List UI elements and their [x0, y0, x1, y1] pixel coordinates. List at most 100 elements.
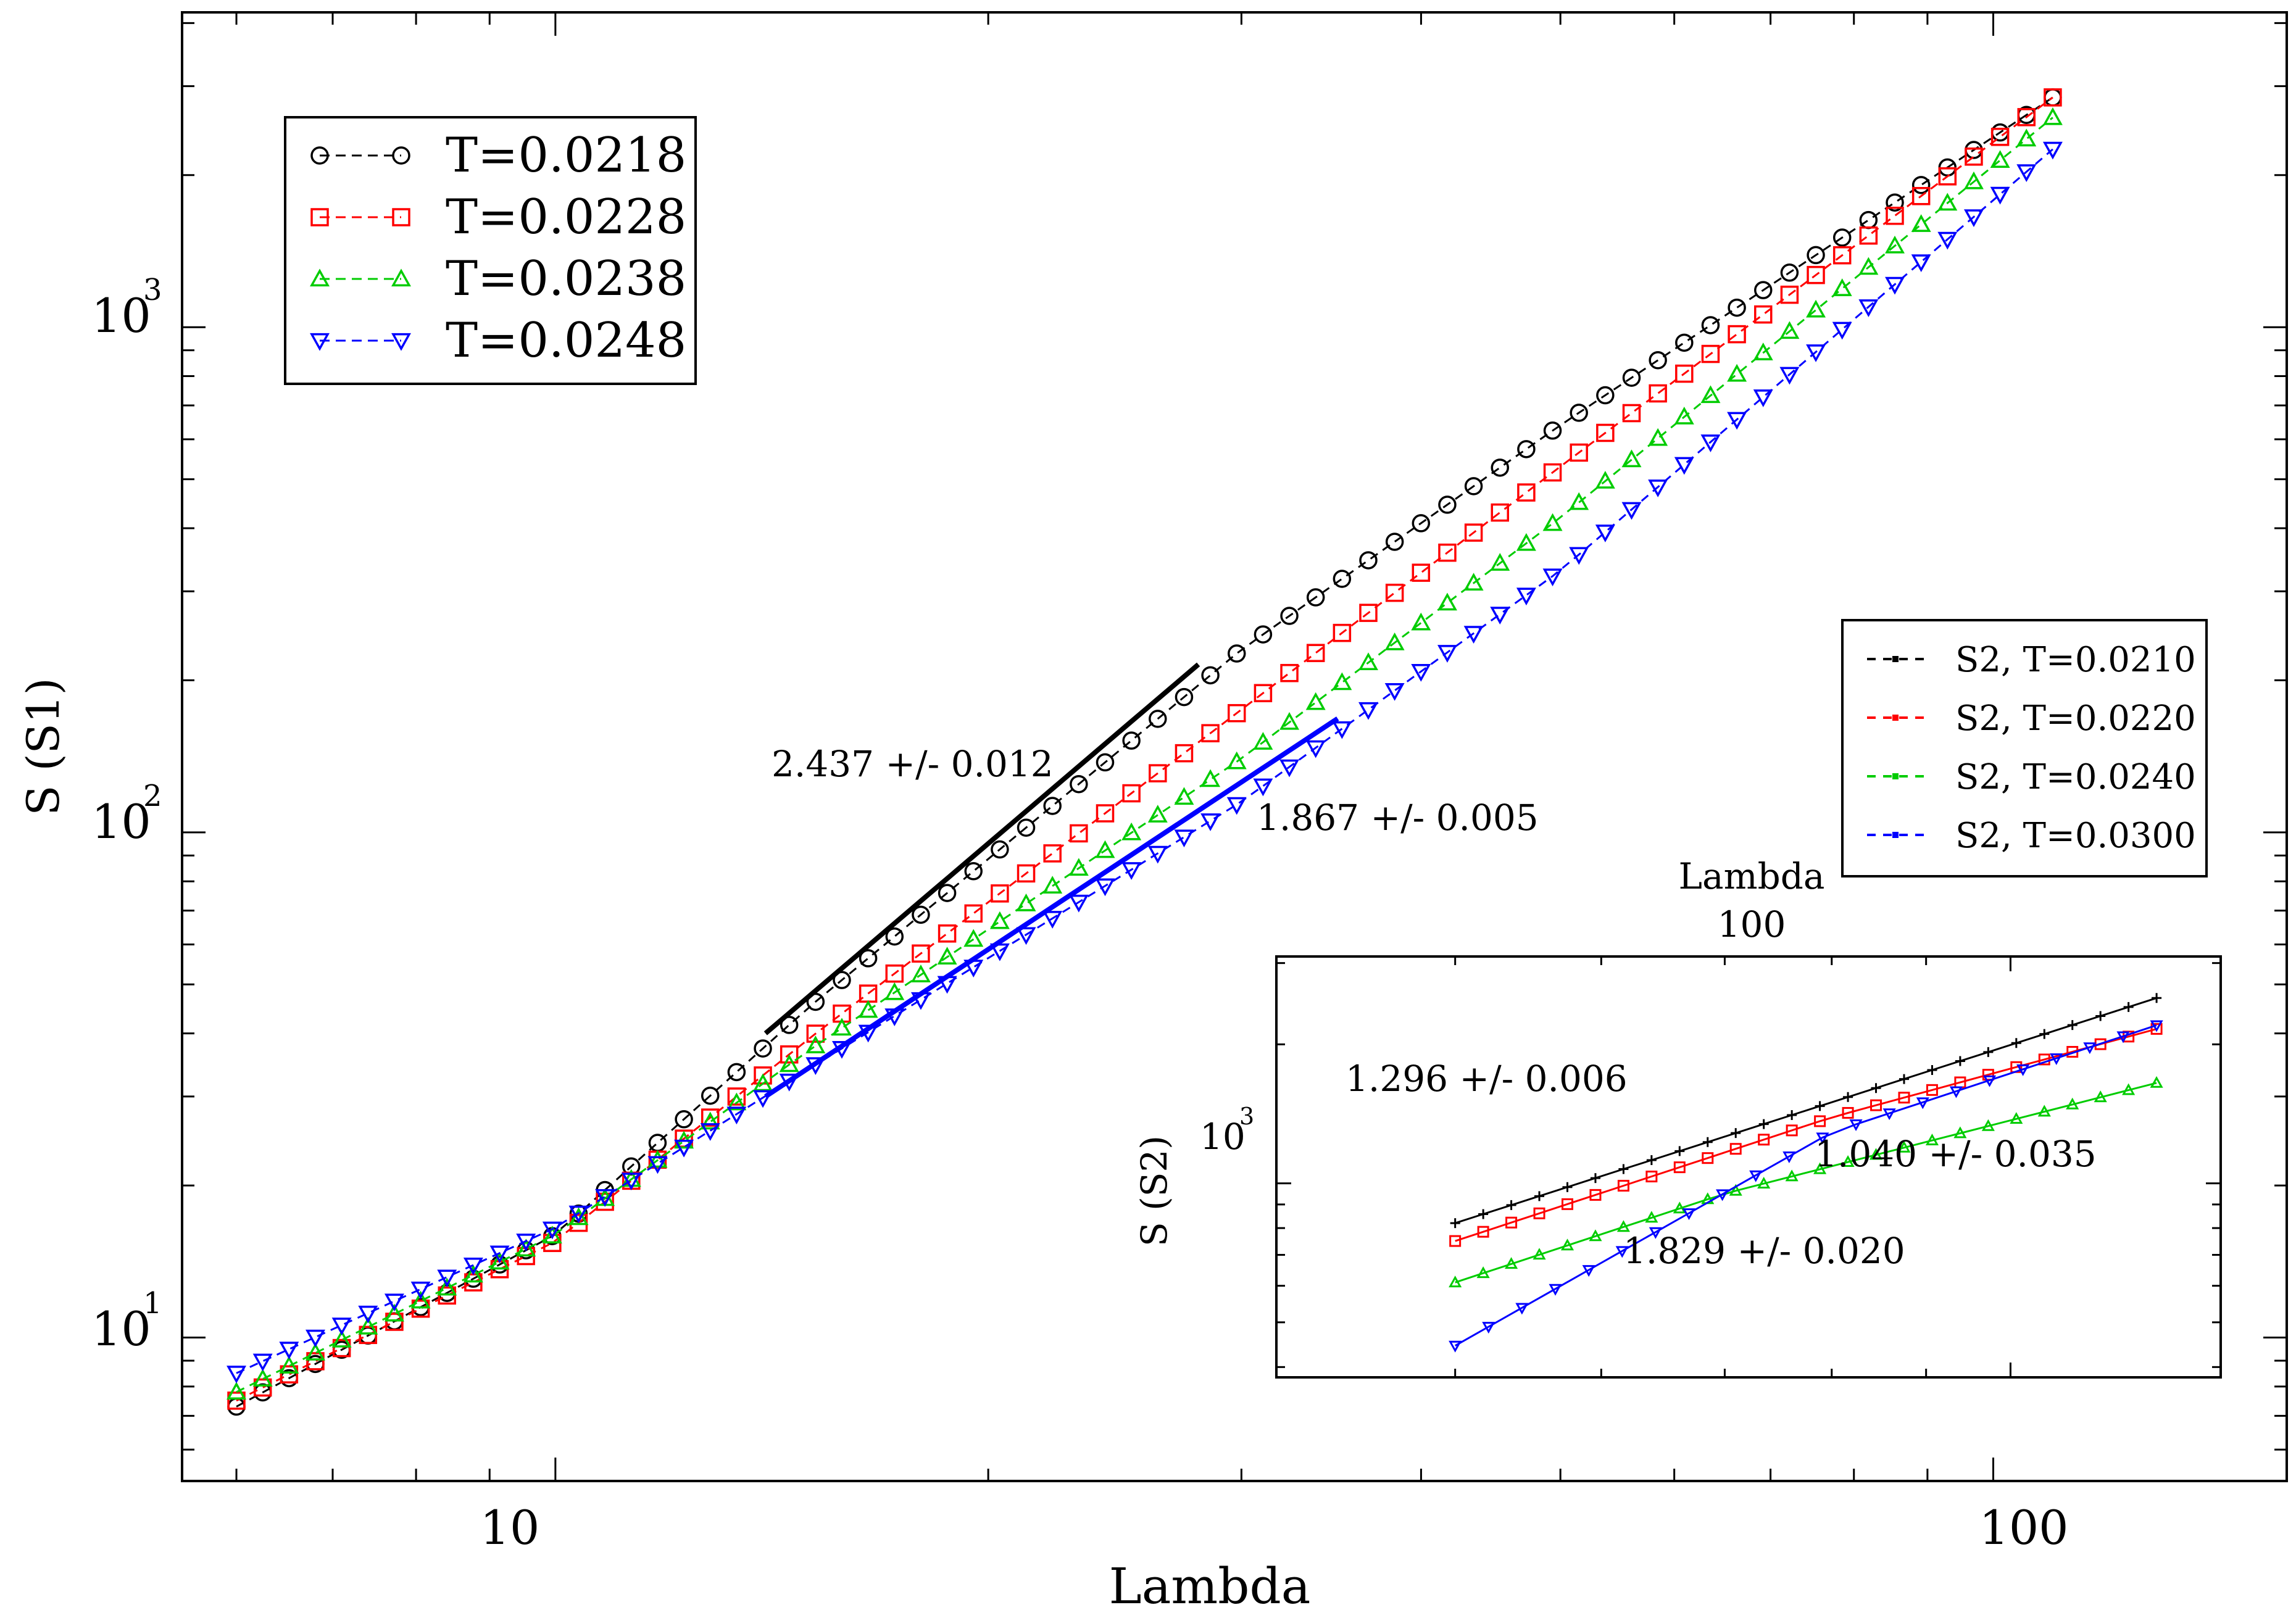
data-point-marker	[1674, 407, 1694, 425]
data-point-marker	[1911, 214, 1931, 232]
data-point-marker	[2037, 1105, 2051, 1117]
data-point-marker	[306, 1352, 325, 1371]
data-point-marker	[753, 1073, 773, 1092]
data-point-marker	[2094, 1038, 2107, 1050]
data-point-marker	[1534, 1191, 1545, 1201]
data-point-marker	[1449, 1235, 1462, 1247]
data-point-marker	[1560, 1238, 1574, 1251]
data-point-marker	[1570, 404, 1588, 422]
data-point-marker	[806, 1024, 825, 1043]
data-point-marker	[1043, 797, 1062, 815]
data-point-marker	[1949, 1086, 1963, 1098]
data-point-marker	[1621, 502, 1642, 520]
main-x-tick-label: 10	[480, 1500, 540, 1555]
data-point-marker	[1982, 1069, 1994, 1081]
data-point-marker	[1645, 1211, 1658, 1223]
data-point-marker	[1505, 1257, 1518, 1269]
data-point-marker	[621, 1172, 641, 1191]
inset-series-line	[1455, 997, 2157, 1224]
data-point-marker	[1649, 1227, 1662, 1239]
data-point-marker	[358, 1305, 378, 1324]
data-point-marker	[1782, 1151, 1796, 1164]
main-series-layer	[227, 88, 2063, 1416]
data-point-marker	[1754, 305, 1773, 324]
data-point-marker	[1728, 325, 1746, 344]
main-chart: Lambda S (S1) 10 100 10 1 10 2 10 3 2.43…	[17, 11, 2288, 1615]
data-point-marker	[2016, 1064, 2030, 1076]
data-point-marker	[1787, 1110, 1797, 1120]
data-point-marker	[1515, 1303, 1529, 1315]
data-point-marker	[858, 1000, 878, 1018]
data-point-marker	[1911, 176, 1931, 194]
data-point-marker	[1882, 1108, 1896, 1121]
inset-data-series	[1449, 1020, 2163, 1353]
data-point-marker	[1411, 664, 1431, 682]
inset-y-tick-label: 10 3	[1200, 1103, 1254, 1158]
fit-slope-annotation: 2.437 +/- 0.012	[772, 743, 1054, 785]
data-point-marker	[384, 1293, 404, 1312]
data-point-marker	[227, 1366, 247, 1384]
data-point-marker	[2067, 1020, 2078, 1031]
data-point-marker	[2039, 1029, 2050, 1039]
data-point-marker	[805, 1035, 826, 1053]
data-point-marker	[1200, 813, 1221, 831]
data-point-marker	[1806, 299, 1826, 318]
data-point-marker	[1702, 1152, 1714, 1164]
data-point-marker	[384, 1303, 404, 1322]
data-point-marker	[1731, 1128, 1741, 1139]
data-point-marker	[1305, 740, 1326, 758]
data-point-marker	[1070, 774, 1088, 794]
data-point-marker	[647, 1150, 668, 1168]
data-point-marker	[1595, 471, 1615, 489]
inset-series-line	[1454, 1024, 2157, 1347]
data-point-marker	[832, 1018, 852, 1036]
data-point-marker	[516, 1234, 536, 1251]
fit-line	[763, 662, 1200, 1035]
data-point-marker	[727, 1063, 746, 1082]
data-point-marker	[1463, 573, 1484, 591]
data-point-marker	[1807, 246, 1825, 265]
data-point-marker	[2042, 107, 2063, 125]
data-point-marker	[1070, 824, 1088, 843]
data-point-marker	[1147, 805, 1168, 823]
data-point-marker	[1786, 1124, 1798, 1137]
data-point-marker	[1542, 513, 1563, 531]
data-point-marker	[1095, 878, 1115, 897]
data-point-marker	[1517, 440, 1536, 458]
data-point-marker	[310, 333, 330, 351]
data-point-marker	[1754, 281, 1773, 299]
data-point-marker	[1201, 666, 1220, 685]
inset-y-tick-exponent: 3	[1239, 1103, 1254, 1130]
data-point-marker	[1017, 818, 1036, 837]
data-point-marker	[1253, 778, 1273, 797]
main-legend: T=0.0218 T=0.0228 T=0.0238 T=0.0248	[284, 116, 697, 385]
data-point-marker	[1832, 246, 1852, 265]
data-point-marker	[306, 1329, 325, 1348]
data-point-marker	[1622, 368, 1641, 387]
data-point-marker	[1279, 759, 1300, 778]
data-point-marker	[1438, 543, 1457, 562]
data-point-marker	[1617, 1179, 1629, 1192]
data-point-marker	[1068, 894, 1089, 913]
data-point-marker	[227, 1392, 246, 1410]
data-point-marker	[1149, 764, 1167, 782]
data-point-marker	[1649, 384, 1667, 403]
data-point-marker	[1096, 804, 1115, 823]
inset-legend-marker-sample	[1892, 832, 1899, 838]
data-point-marker	[1832, 322, 1852, 340]
data-point-marker	[1384, 682, 1405, 701]
data-point-marker	[1885, 276, 1905, 295]
data-point-marker	[1385, 583, 1404, 602]
data-point-marker	[1042, 911, 1063, 929]
data-point-marker	[1042, 876, 1063, 894]
data-point-marker	[306, 1343, 325, 1361]
data-point-marker	[1121, 822, 1142, 840]
data-point-marker	[253, 1378, 272, 1397]
data-point-marker	[1779, 321, 1800, 339]
data-point-marker	[1533, 1207, 1545, 1219]
data-series	[227, 107, 2063, 1400]
data-point-marker	[2152, 993, 2162, 1003]
data-point-marker	[392, 146, 410, 165]
data-point-marker	[2083, 1042, 2097, 1055]
